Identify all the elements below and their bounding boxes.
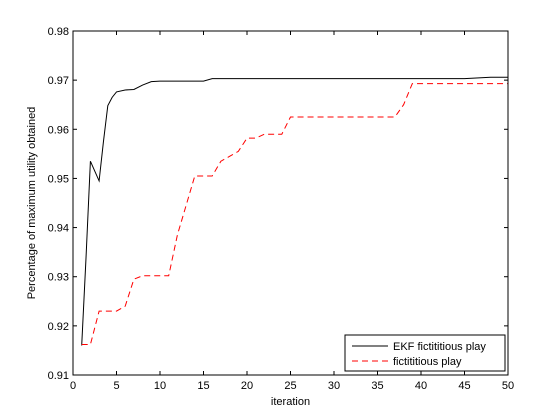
y-tick-label: 0.96 <box>48 124 69 136</box>
x-tick-label: 0 <box>70 380 76 392</box>
x-tick-label: 20 <box>241 380 253 392</box>
x-axis-label: iteration <box>271 396 310 408</box>
y-axis-label: Percentage of maximum utility obtained <box>26 107 38 300</box>
x-tick-label: 50 <box>502 380 514 392</box>
y-tick-label: 0.94 <box>48 223 69 235</box>
x-tick-label: 10 <box>154 380 166 392</box>
ticks-layer: 0 5 10 15 20 25 30 35 40 45 50 0.91 0.92 0.93 0.94 0.95… <box>48 26 515 392</box>
x-tick-label: 35 <box>371 380 383 392</box>
y-tick-label: 0.91 <box>48 370 69 382</box>
plot-area <box>73 31 508 375</box>
x-tick-label: 15 <box>197 380 209 392</box>
legend-label-ekf: EKF fictititious play <box>393 341 486 353</box>
x-tick-label: 30 <box>328 380 340 392</box>
y-tick-label: 0.97 <box>48 75 69 87</box>
x-tick-label: 45 <box>458 380 470 392</box>
legend-box <box>344 334 506 372</box>
series-layer <box>81 76 508 346</box>
y-tick-label: 0.92 <box>48 321 69 333</box>
y-tick-label: 0.95 <box>48 173 69 185</box>
x-tick-label: 40 <box>415 380 427 392</box>
x-tick-label: 25 <box>284 380 296 392</box>
x-tick-label: 5 <box>113 380 119 392</box>
legend: EKF fictititious play fictititious play <box>344 334 506 372</box>
y-tick-label: 0.93 <box>48 272 69 284</box>
series-line-ekf <box>81 76 508 346</box>
series-line-fictitious <box>81 83 508 346</box>
legend-label-fp: fictititious play <box>393 356 462 368</box>
y-tick-label: 0.98 <box>48 26 69 38</box>
